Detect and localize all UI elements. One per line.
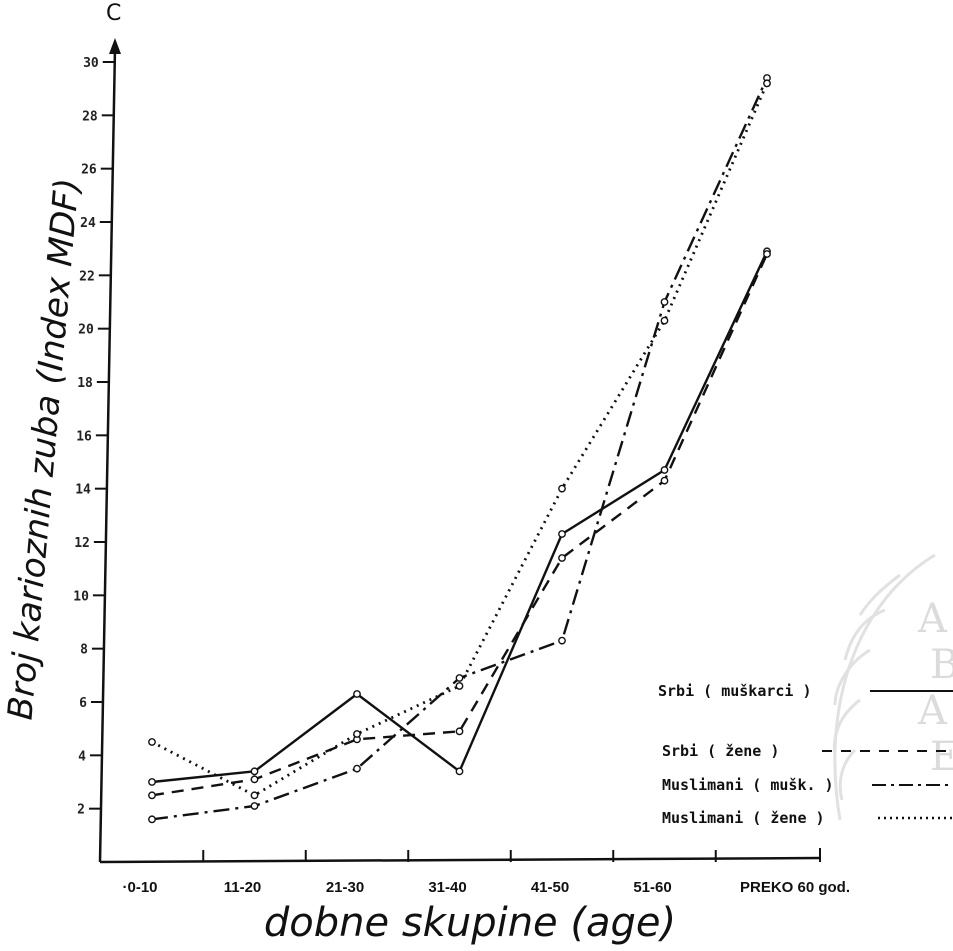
legend-label: Srbi ( muškarci ): [658, 682, 812, 700]
data-point: [558, 554, 566, 562]
data-point: [763, 79, 771, 88]
legend-entry: Srbi ( žene ): [662, 742, 953, 760]
y-tick-label: 14: [75, 483, 91, 498]
y-tick-label: 12: [74, 536, 90, 551]
series-layer: [148, 74, 771, 824]
data-point: [660, 476, 669, 485]
data-point: [353, 690, 361, 698]
y-tick-label: 6: [79, 696, 87, 711]
data-point: [250, 791, 259, 800]
legend-label: Muslimani ( žene ): [662, 809, 825, 827]
y-tick-label: 10: [73, 589, 89, 604]
x-ticks: ·0-10 11-20 21-30 31-40 41-50 51-60 PREKO 60 g…: [122, 850, 850, 896]
data-point: [660, 316, 669, 325]
data-point: [558, 636, 566, 645]
data-point: [660, 298, 669, 306]
data-point: [353, 730, 361, 738]
data-point: [353, 764, 361, 773]
legend: Srbi ( muškarci ) Srbi ( žene ) Musliman…: [658, 682, 953, 827]
x-axis-line: [99, 856, 821, 864]
data-point: [148, 815, 156, 824]
axes: C: [98, 1, 821, 864]
data-point: [763, 250, 771, 258]
data-point: [455, 674, 464, 682]
watermark-letter: A: [917, 688, 948, 734]
x-tick-label: 31-40: [428, 879, 466, 896]
watermark-letter: E: [930, 734, 953, 780]
x-tick-label: 21-30: [326, 879, 364, 896]
data-point: [455, 767, 464, 776]
watermark-letter: A: [917, 596, 948, 642]
y-tick-label: 4: [78, 749, 86, 764]
y-tick-label: 30: [83, 56, 99, 71]
y-tick-label: 24: [80, 216, 96, 231]
legend-entry: Srbi ( muškarci ): [658, 682, 953, 700]
y-tick-label: 8: [80, 643, 88, 658]
y-tick-label: 22: [79, 269, 95, 284]
watermark: A B A E: [832, 553, 953, 821]
x-tick-label: 51-60: [633, 879, 671, 896]
data-point: [250, 767, 259, 776]
x-tick-label: ·0-10: [122, 879, 157, 896]
x-axis-title: dobne skupine (age): [264, 900, 676, 946]
y-tick-label: 2: [77, 803, 85, 818]
watermark-letter: B: [930, 642, 953, 688]
y-tick-label: 16: [76, 429, 92, 444]
data-point: [558, 484, 566, 493]
x-tick-label: 11-20: [224, 879, 262, 896]
y-tick-label: 20: [78, 323, 94, 338]
y-axis-arrow-icon: [109, 38, 121, 54]
legend-entry: Muslimani ( žene ): [662, 809, 953, 827]
data-point: [250, 802, 259, 810]
y-axis-letter: C: [106, 1, 121, 26]
x-tick-label: PREKO 60 god.: [740, 879, 850, 896]
y-tick-label: 18: [77, 376, 93, 391]
x-tick-label: 41-50: [531, 879, 569, 896]
data-point: [148, 791, 156, 800]
data-point: [455, 727, 464, 736]
data-point: [148, 738, 156, 746]
data-point: [250, 775, 259, 784]
series-line: [151, 250, 769, 784]
y-axis-title: Broj karioznih zuba (Index MDF): [0, 177, 87, 722]
data-point: [455, 682, 464, 690]
data-point: [660, 466, 669, 474]
legend-label: Srbi ( žene ): [662, 742, 779, 760]
legend-entry: Muslimani ( mušk. ): [662, 776, 953, 794]
watermark-laurel-icon: [832, 553, 936, 821]
y-axis-line: [98, 47, 117, 863]
data-point: [558, 530, 566, 538]
y-tick-label: 28: [82, 109, 98, 124]
data-point: [148, 778, 156, 786]
legend-label: Muslimani ( mušk. ): [662, 776, 834, 794]
series-line: [151, 253, 769, 797]
y-tick-label: 26: [81, 163, 97, 178]
